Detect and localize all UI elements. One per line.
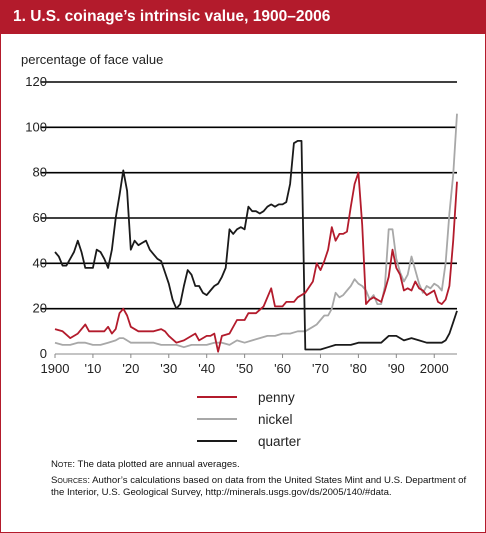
x-tick-label: '20 <box>122 361 139 376</box>
sources-label: Sources <box>51 474 88 486</box>
chart-title: 1. U.S. coinage’s intrinsic value, 1900–… <box>13 8 331 25</box>
x-tick-label: 1900 <box>41 361 70 376</box>
note-label: Note <box>51 459 73 470</box>
note-text: : The data plotted are annual averages. <box>72 459 240 470</box>
legend-label-penny: penny <box>258 390 295 405</box>
x-tick-label: '90 <box>388 361 405 376</box>
x-tick-label: '70 <box>312 361 329 376</box>
chart-notes: Note: The data plotted are annual averag… <box>51 459 471 503</box>
x-tick-label: '80 <box>350 361 367 376</box>
x-tick-label: '50 <box>236 361 253 376</box>
series-line-quarter <box>54 140 458 351</box>
x-tick-label: '10 <box>84 361 101 376</box>
sources-text: : Author’s calculations based on data fr… <box>51 474 467 499</box>
y-axis-label: percentage of face value <box>21 52 164 67</box>
series-line-nickel <box>54 113 458 349</box>
y-tick-label: 120 <box>25 74 47 89</box>
y-tick-label: 20 <box>33 301 47 316</box>
y-tick-label: 0 <box>40 346 47 361</box>
series-line-penny <box>54 171 458 353</box>
y-tick-label: 100 <box>25 119 47 134</box>
line-chart: 0 20 40 60 80 100 120 1900 '10 '20 '30 '40 '50 '60 '70… <box>25 74 458 376</box>
x-tick-label: '60 <box>274 361 291 376</box>
y-tick-label: 80 <box>33 165 47 180</box>
x-tick-label: '30 <box>160 361 177 376</box>
legend-label-quarter: quarter <box>258 434 301 449</box>
legend-label-nickel: nickel <box>258 412 293 427</box>
sources-paragraph: Sources: Author’s calculations based on … <box>51 475 471 500</box>
y-tick-label: 60 <box>33 210 47 225</box>
x-tick-label: '40 <box>198 361 215 376</box>
y-tick-label: 40 <box>33 255 47 270</box>
title-bar: 1. U.S. coinage’s intrinsic value, 1900–… <box>1 1 485 34</box>
note-paragraph: Note: The data plotted are annual averag… <box>51 459 471 472</box>
x-tick-label: 2000 <box>420 361 449 376</box>
